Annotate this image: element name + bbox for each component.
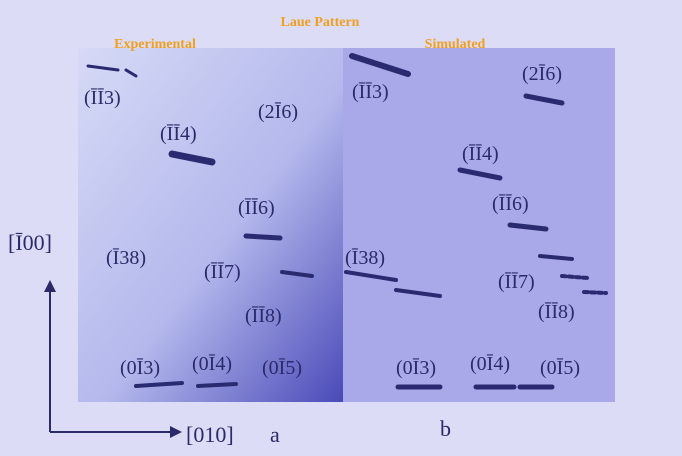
spot-label: (0Ī5) xyxy=(262,357,302,379)
title: Laue Pattern xyxy=(281,15,360,30)
spot-label: (0Ī4) xyxy=(192,353,232,375)
spot-label: (ĪĪ3) xyxy=(84,87,121,109)
panel-label: a xyxy=(270,422,280,447)
spot-label: (ĪĪ7) xyxy=(498,271,535,293)
spot-label: (ĪĪ7) xyxy=(204,261,241,283)
spot-label: (Ī38) xyxy=(345,247,385,269)
spot-label: (ĪĪ8) xyxy=(538,301,575,323)
spot-label: (ĪĪ8) xyxy=(245,305,282,327)
spot-label: (ĪĪ4) xyxy=(462,143,499,165)
figure: Laue Pattern Experimental Simulated a b … xyxy=(0,0,682,456)
axis-label: [010] xyxy=(186,422,234,447)
axis-label: [Ī00] xyxy=(8,230,52,255)
spot-label: (0Ī3) xyxy=(396,357,436,379)
spot-label: (0Ī3) xyxy=(120,357,160,379)
panel-label: b xyxy=(440,416,451,441)
spot-label: (2Ī6) xyxy=(258,101,298,123)
spot-label: (Ī38) xyxy=(106,247,146,269)
spot-label: (0Ī5) xyxy=(540,357,580,379)
spot-label: (0Ī4) xyxy=(470,353,510,375)
spot-label: (ĪĪ3) xyxy=(352,81,389,103)
spot-label: (ĪĪ6) xyxy=(492,193,529,215)
panel-name: Simulated xyxy=(425,37,486,52)
spot-label: (ĪĪ6) xyxy=(238,197,275,219)
panel-name: Experimental xyxy=(114,37,196,52)
spot-label: (ĪĪ4) xyxy=(160,123,197,145)
spot-label: (2Ī6) xyxy=(522,63,562,85)
